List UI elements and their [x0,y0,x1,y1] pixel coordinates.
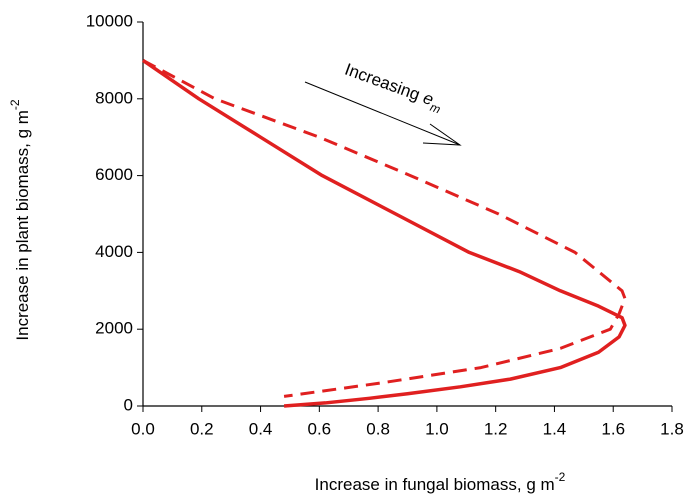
annotation: Increasingem [341,60,445,117]
x-tick-label: 0.6 [308,419,332,438]
y-tick-label: 0 [124,395,133,414]
y-axis-label-sup: -2 [8,99,22,110]
y-tick-label: 8000 [95,88,133,107]
x-tick-label: 1.6 [601,419,625,438]
y-tick-label: 6000 [95,165,133,184]
x-tick-label: 1.4 [543,419,567,438]
annotation-arrow [304,81,462,146]
data-line [142,58,627,408]
x-tick-label: 1.0 [425,419,449,438]
y-tick-label: 10000 [86,11,133,30]
x-axis-label-sup: -2 [555,470,566,484]
arrow-shaft [304,81,461,146]
x-tick-label: 0.2 [190,419,214,438]
x-tick-label: 1.2 [484,419,508,438]
arrow-head [422,123,462,146]
x-axis-label: Increase in fungal biomass, g m-2 [315,470,566,494]
y-tick-label: 2000 [95,319,133,338]
x-axis-label-text: Increase in fungal biomass, g m [315,475,555,494]
x-tick-label: 0.0 [131,419,155,438]
x-tick-label: 0.4 [249,419,273,438]
annotation-text: Increasing [342,60,422,105]
annotation-sub: m [428,100,442,117]
y-tick-label: 4000 [95,242,133,261]
data-line [142,59,627,398]
y-axis-label-text: Increase in plant biomass, g m [13,110,32,341]
x-tick-label: 1.8 [660,419,684,438]
y-axis-label: Increase in plant biomass, g m-2 [8,99,32,341]
x-tick-label: 0.8 [366,419,390,438]
